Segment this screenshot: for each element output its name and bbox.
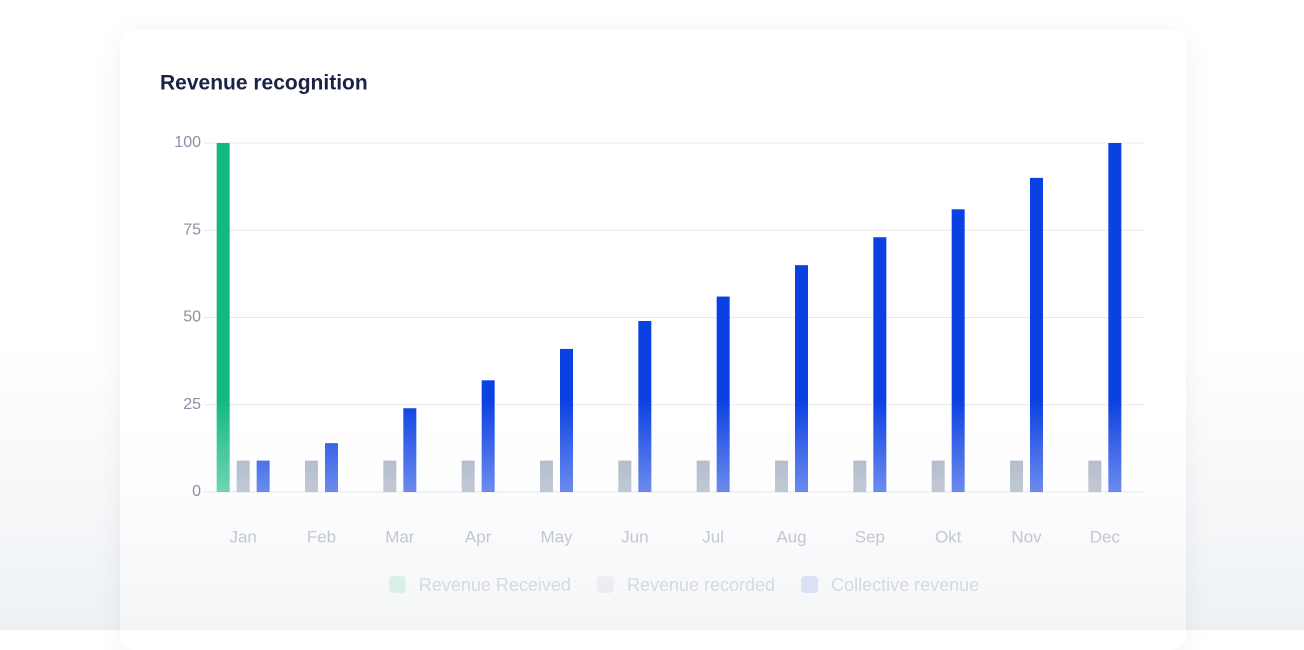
bar [873,237,887,492]
y-tick-label: 50 [183,309,201,326]
bar [216,143,230,492]
bar [256,460,270,492]
y-tick-label: 0 [192,483,201,500]
bar [325,443,338,492]
x-tick-label: Okt [935,527,962,546]
bar [540,460,553,492]
x-tick-label: Mar [385,527,415,546]
x-tick-label: Jun [621,527,648,546]
legend-swatch [801,576,819,593]
bar [383,460,397,492]
x-tick-label: Nov [1011,527,1042,546]
x-tick-label: Aug [776,527,806,546]
chart-title: Revenue recognition [160,72,368,95]
card [120,30,1186,650]
legend: Revenue Received Revenue recorded Collecti… [388,575,979,595]
bar [403,408,417,492]
x-tick-label: May [540,527,573,546]
x-tick-label: Dec [1090,527,1121,546]
bar [1108,143,1122,492]
bar [775,460,788,492]
bar [236,460,250,492]
bar [853,460,867,492]
bar [951,209,965,492]
legend-swatch [596,576,614,593]
bar [618,460,632,492]
x-tick-label: Apr [465,527,492,546]
bar [795,265,808,492]
bar [931,460,945,492]
chart: Revenue recognition 0 25 50 75 100 Jan Feb Mar A… [160,72,1144,595]
bar [1010,460,1023,492]
legend-label: Revenue recorded [627,575,775,595]
bar [481,380,495,492]
legend-label: Collective revenue [831,575,979,595]
x-tick-label: Feb [307,527,336,546]
x-tick-label: Sep [855,527,885,546]
bar [461,460,475,492]
legend-swatch [388,576,406,593]
y-tick-label: 75 [183,221,201,238]
legend-label: Revenue Received [419,575,571,595]
bar [716,296,730,492]
y-tick-label: 100 [174,134,201,151]
x-tick-label: Jul [702,527,724,546]
x-tick-label: Jan [229,527,256,546]
bar [638,320,652,492]
y-tick-label: 25 [183,396,201,413]
bar [560,348,573,492]
bar [696,460,710,492]
bar [305,460,318,492]
bar [1030,177,1043,492]
bar [1088,460,1102,492]
